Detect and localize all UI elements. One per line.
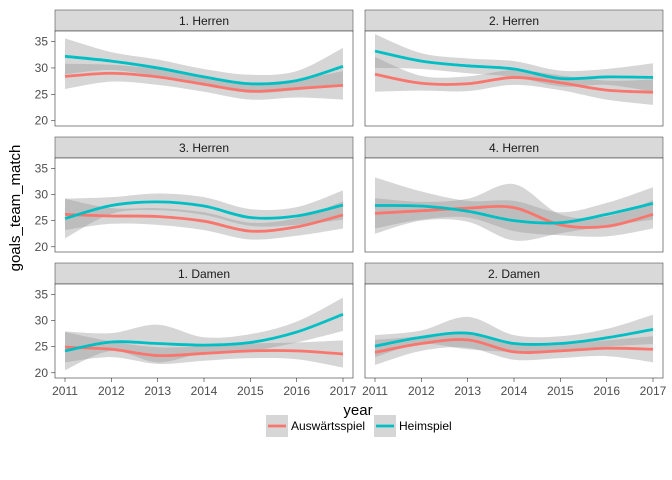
axes: 20 25 30 35 20 25 30 35 20 25 30 35 2011 2012 2013 2014… — [35, 35, 667, 398]
y-tick-label: 25 — [35, 340, 49, 354]
confidence-band — [375, 177, 653, 241]
panel-border — [54, 157, 354, 253]
legend: Auswärtsspiel Heimspiel — [266, 415, 452, 437]
x-tick-label: 2013 — [454, 384, 481, 398]
facet-title: 1. Herren — [179, 14, 229, 28]
panel-border — [364, 157, 664, 253]
y-tick-label: 30 — [35, 314, 49, 328]
series-line — [64, 54, 344, 86]
series-line — [374, 328, 654, 348]
x-tick-label: 2012 — [98, 384, 125, 398]
x-tick-label: 2011 — [52, 384, 78, 398]
y-axis-title: goals_team_match — [7, 145, 24, 272]
y-tick-label: 25 — [35, 214, 49, 228]
y-tick-label: 20 — [35, 240, 49, 254]
x-tick-label: 2015 — [547, 384, 574, 398]
confidence-band — [375, 183, 653, 237]
series-line — [374, 49, 654, 81]
facet-panel: 2. Damen — [364, 262, 664, 379]
confidence-band — [65, 38, 343, 93]
x-tick-label: 2012 — [408, 384, 435, 398]
x-tick-label: 2011 — [362, 384, 388, 398]
y-tick-label: 25 — [35, 87, 49, 101]
series-line — [374, 202, 654, 225]
x-tick-label: 2014 — [501, 384, 528, 398]
x-tick-label: 2013 — [144, 384, 171, 398]
x-tick-label: 2014 — [191, 384, 218, 398]
x-axis-title: year — [343, 402, 372, 419]
x-tick-label: 2016 — [593, 384, 620, 398]
facet-panel: 1. Damen — [54, 262, 354, 379]
panel-border — [54, 30, 354, 127]
series-line — [374, 338, 654, 354]
facet-panel: 1. Herren — [54, 9, 354, 127]
legend-label: Heimspiel — [399, 419, 452, 433]
confidence-band — [65, 332, 343, 368]
facet-title: 4. Herren — [489, 141, 539, 155]
x-tick-label: 2017 — [330, 384, 357, 398]
series-line — [64, 200, 344, 220]
panel-border — [364, 30, 664, 127]
facet-title: 3. Herren — [179, 141, 229, 155]
x-tick-label: 2016 — [283, 384, 310, 398]
series-line — [374, 72, 654, 94]
facet-panels: 1. Herren 2. Herren 3. Herren 4. Herren 1. D… — [54, 9, 664, 379]
y-tick-label: 20 — [35, 366, 49, 380]
series-line — [64, 71, 344, 93]
facet-panel: 4. Herren — [364, 136, 664, 253]
confidence-band — [375, 314, 653, 358]
series-line — [64, 312, 344, 353]
facet-title: 2. Damen — [488, 267, 540, 281]
y-tick-label: 30 — [35, 61, 49, 75]
facet-title: 2. Herren — [489, 14, 539, 28]
facet-title: 1. Damen — [178, 267, 230, 281]
y-tick-label: 20 — [35, 114, 49, 128]
panel-background — [365, 284, 663, 378]
x-tick-label: 2017 — [640, 384, 667, 398]
y-tick-label: 30 — [35, 188, 49, 202]
series-line — [64, 345, 344, 358]
confidence-band — [375, 56, 653, 105]
legend-label: Auswärtsspiel — [291, 419, 365, 433]
facet-panel: 3. Herren — [54, 136, 354, 253]
y-tick-label: 35 — [35, 35, 49, 49]
y-tick-label: 35 — [35, 287, 49, 301]
y-tick-label: 35 — [35, 161, 49, 175]
x-tick-label: 2015 — [237, 384, 264, 398]
series-line — [64, 213, 344, 233]
facet-panel: 2. Herren — [364, 9, 664, 127]
series-line — [374, 205, 654, 229]
